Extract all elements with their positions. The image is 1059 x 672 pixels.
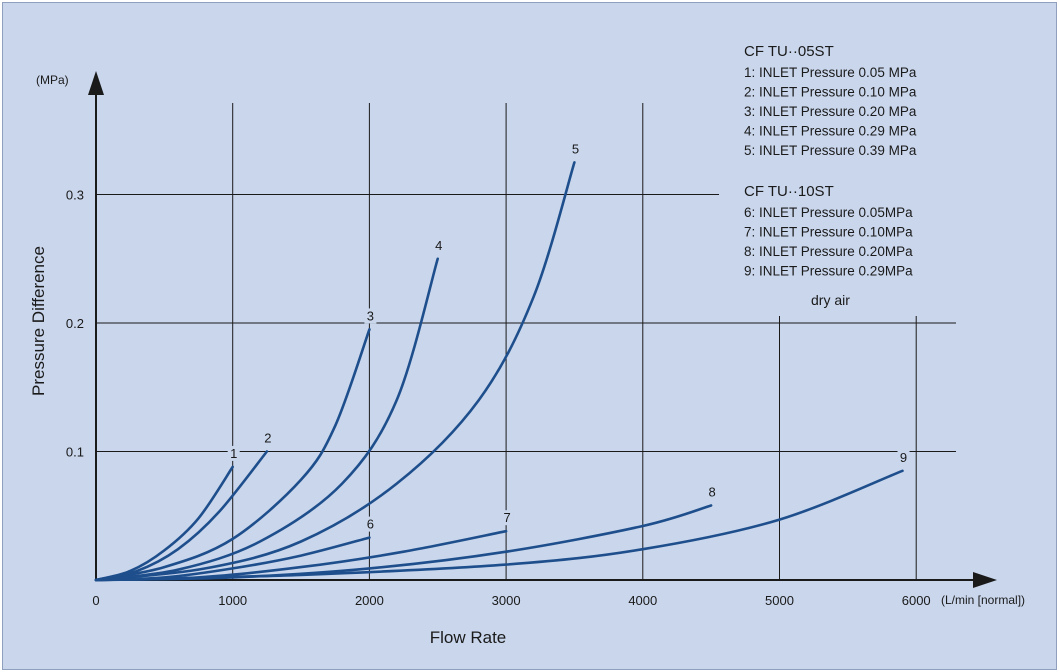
curve-1 <box>94 465 234 582</box>
legend-item: 5: INLET Pressure 0.39 MPa <box>744 143 917 158</box>
curve-label-4: 4 <box>435 238 442 253</box>
legend: CF TU··05ST 1: INLET Pressure 0.05 MPa 2: … <box>744 43 917 279</box>
x-tick-label: 3000 <box>492 593 521 608</box>
legend-item: 8: INLET Pressure 0.20MPa <box>744 244 913 259</box>
y-axis-unit: (MPa) <box>36 73 69 87</box>
curve-3 <box>94 328 371 582</box>
x-tick-label: 0 <box>92 593 99 608</box>
curve-label-9: 9 <box>900 450 907 465</box>
x-tick-label: 2000 <box>355 593 384 608</box>
y-tick-label: 0.1 <box>66 445 84 460</box>
x-tick-label: 4000 <box>628 593 657 608</box>
x-axis-arrow <box>973 572 997 588</box>
curve-label-bg <box>364 516 377 532</box>
curve-label-bg <box>897 449 910 465</box>
legend-group-title: CF TU··05ST <box>744 43 834 60</box>
x-tick-label: 1000 <box>218 593 247 608</box>
grid-lines <box>96 103 956 580</box>
curve-4 <box>94 257 439 582</box>
x-axis-title: Flow Rate <box>430 628 507 647</box>
curve-label-bg <box>501 510 514 526</box>
legend-item: 2: INLET Pressure 0.10 MPa <box>744 85 917 100</box>
curve-5 <box>94 161 576 582</box>
legend-item: 4: INLET Pressure 0.29 MPa <box>744 124 917 139</box>
legend-item: 9: INLET Pressure 0.29MPa <box>744 264 913 279</box>
curve-label-bg <box>706 484 719 500</box>
dry-air-note: dry air <box>811 292 850 308</box>
curve-label-bg <box>261 430 274 446</box>
axes <box>88 71 997 588</box>
tick-labels: 0 1000 2000 3000 4000 5000 6000 0.1 0.2 0.3 <box>66 188 931 609</box>
curve-label-3: 3 <box>367 308 374 323</box>
curve-label-bg <box>569 141 582 157</box>
curve-label-7: 7 <box>503 510 510 525</box>
y-tick-label: 0.3 <box>66 188 84 203</box>
curve-label-5: 5 <box>572 141 579 156</box>
legend-group-title: CF TU··10ST <box>744 183 834 200</box>
x-tick-label: 6000 <box>902 593 931 608</box>
curve-label-bg <box>432 237 445 253</box>
curve-label-2: 2 <box>264 431 271 446</box>
curve-label-bg <box>364 308 377 324</box>
curve-label-1: 1 <box>230 446 237 461</box>
pressure-flow-chart: 0 1000 2000 3000 4000 5000 6000 0.1 0.2 0.3 1 2 3 4 5… <box>29 43 1025 647</box>
legend-item: 6: INLET Pressure 0.05MPa <box>744 205 913 220</box>
curve-label-8: 8 <box>709 484 716 499</box>
y-axis-title: Pressure Difference <box>29 246 48 396</box>
curve-9 <box>94 469 904 582</box>
y-tick-label: 0.2 <box>66 316 84 331</box>
curve-labels: 1 2 3 4 5 6 7 8 9 <box>227 141 910 532</box>
series-curves <box>94 161 904 582</box>
y-axis-arrow <box>88 71 104 95</box>
x-tick-label: 5000 <box>765 593 794 608</box>
x-axis-unit: (L/min [normal]) <box>941 593 1025 607</box>
curve-label-bg <box>227 445 240 461</box>
legend-item: 3: INLET Pressure 0.20 MPa <box>744 104 917 119</box>
legend-item: 7: INLET Pressure 0.10MPa <box>744 225 913 240</box>
legend-item: 1: INLET Pressure 0.05 MPa <box>744 65 917 80</box>
curve-label-6: 6 <box>367 517 374 532</box>
